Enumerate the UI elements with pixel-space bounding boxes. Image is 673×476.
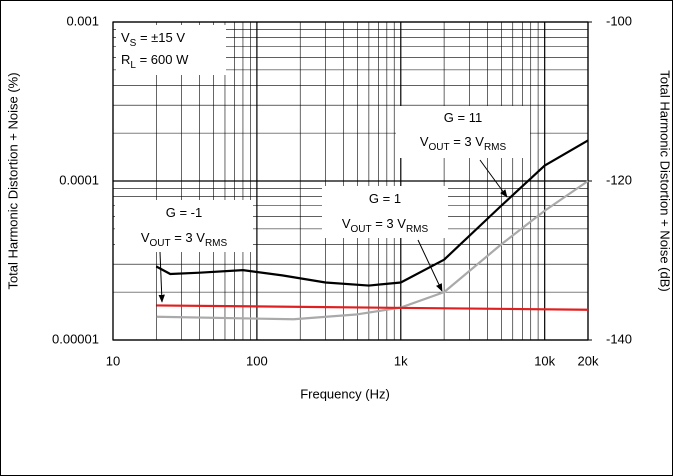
- series-line: [156, 180, 589, 321]
- annotation-segment: RMS: [484, 142, 507, 153]
- annotation-segment: RMS: [406, 224, 429, 235]
- annotation-segment: V: [141, 230, 150, 245]
- annotation-box: [116, 25, 226, 75]
- annotation-segment: OUT: [150, 238, 171, 249]
- y2-tick-label: -100: [606, 13, 632, 28]
- series-line: [156, 304, 589, 311]
- annotation-segment: S: [130, 38, 137, 49]
- annotation-segment: OUT: [429, 142, 450, 153]
- annotation-segment: V: [121, 30, 130, 45]
- y-tick-label: 0.001: [66, 13, 99, 28]
- annotation-segment: R: [121, 52, 130, 67]
- annotation-text: RL = 600 W: [121, 52, 189, 70]
- annotation-box: [396, 106, 530, 158]
- y-tick-label: 0.0001: [59, 172, 99, 187]
- annotation-segment: = ±15 V: [136, 30, 185, 45]
- x-tick-label: 1k: [394, 353, 408, 368]
- annotation-segment: = 3 V: [372, 216, 407, 231]
- x-tick-label: 100: [246, 353, 268, 368]
- annotation-box: [115, 200, 253, 252]
- annotation-text: VOUT = 3 VRMS: [141, 230, 228, 248]
- annotation-box: [322, 186, 448, 238]
- annotation-segment: = 3 V: [171, 230, 206, 245]
- annotation-segment: = 600 W: [136, 52, 189, 67]
- annotation-segment: RMS: [205, 238, 228, 249]
- annotation-arrow: [479, 159, 508, 198]
- x-tick-label: 10: [106, 353, 120, 368]
- annotation-text: VS = ±15 V: [121, 30, 185, 48]
- annotation-segment: V: [342, 216, 351, 231]
- annotation-segment: G = -1: [166, 205, 203, 220]
- y-axis-title: Total Harmonic Distortion + Noise (%): [5, 72, 20, 289]
- annotation-text: G = 1: [369, 191, 401, 206]
- annotation-text: G = -1: [166, 205, 203, 220]
- series-line: [155, 139, 589, 287]
- annotation-segment: L: [130, 60, 136, 71]
- annotation-arrow: [417, 239, 443, 292]
- x-axis-title: Frequency (Hz): [300, 386, 390, 401]
- annotation-segment: G = 1: [369, 191, 401, 206]
- annotation-segment: OUT: [351, 224, 372, 235]
- y-tick-label: 0.00001: [52, 331, 99, 346]
- y2-axis-title: Total Harmonic Distortion + Noise (dB): [658, 70, 673, 291]
- annotation-text: VOUT = 3 VRMS: [342, 216, 429, 234]
- y2-tick-label: -140: [606, 331, 632, 346]
- annotation-segment: V: [420, 134, 429, 149]
- grid: [112, 21, 592, 341]
- series: [155, 139, 589, 321]
- x-tick-label: 20k: [578, 353, 599, 368]
- x-tick-label: 10k: [534, 353, 555, 368]
- y2-tick-label: -120: [606, 172, 632, 187]
- annotation-segment: = 3 V: [450, 134, 485, 149]
- annotation-text: VOUT = 3 VRMS: [420, 134, 507, 152]
- annotation-text: G = 11: [444, 110, 482, 125]
- annotation-segment: G = 11: [444, 110, 482, 125]
- annotation-arrow: [158, 251, 165, 303]
